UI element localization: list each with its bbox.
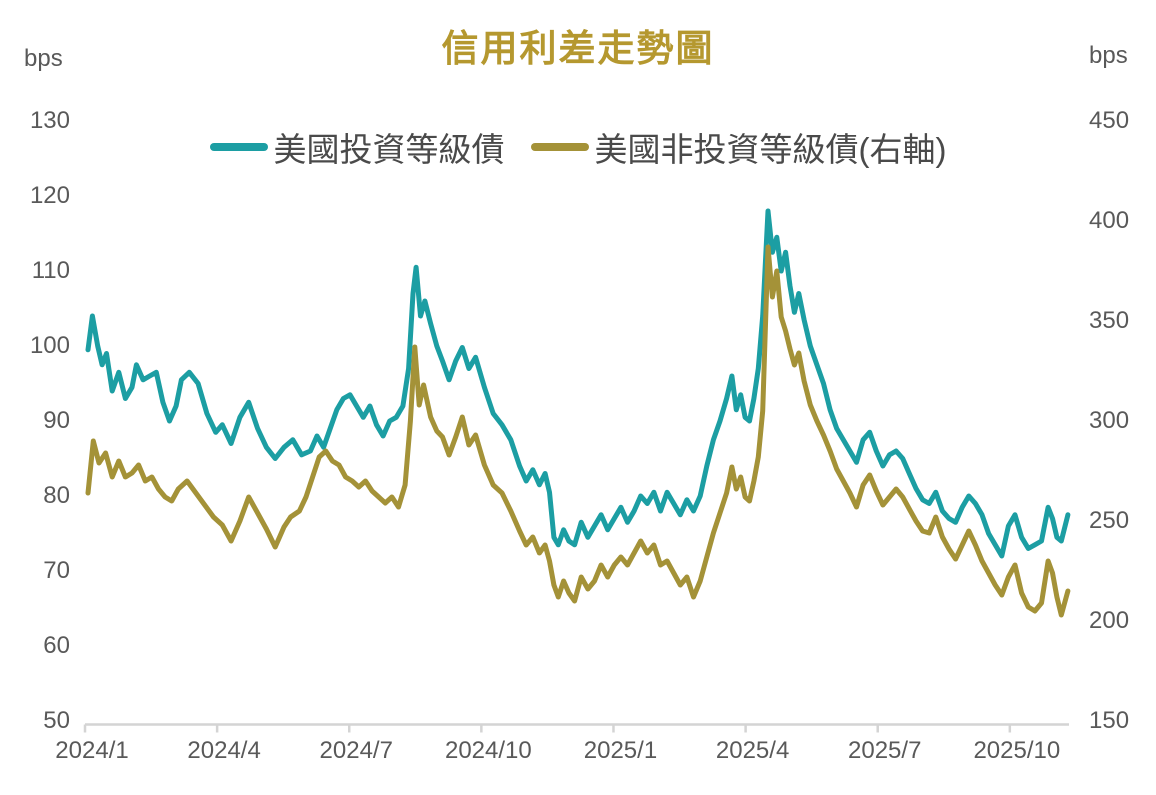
left-axis-tick-label: 110 [31, 257, 70, 284]
legend-item-high-yield: 美國非投資等級債(右軸) [530, 123, 947, 171]
x-axis-tick-label: 2025/4 [715, 737, 790, 764]
legend: 美國投資等級債 美國非投資等級債(右軸) [0, 124, 1156, 170]
series-line-high-yield [85, 244, 1071, 618]
series-line-investment-grade [85, 208, 1071, 559]
right-axis-tick-label: 400 [1089, 207, 1130, 234]
left-axis-tick-label: 70 [43, 557, 70, 584]
x-axis-tick-label: 2025/10 [973, 737, 1061, 764]
legend-label-high-yield: 美國非投資等級債(右軸) [594, 131, 947, 168]
x-axis-tick-label: 2024/7 [319, 737, 393, 764]
chart-title: 信用利差走勢圖 [441, 28, 715, 69]
x-axis-tick-label: 2024/10 [444, 737, 532, 764]
legend-swatch-investment-grade-icon [209, 143, 268, 151]
legend-item-investment-grade: 美國投資等級債 [209, 123, 505, 171]
x-axis-tick-label: 2024/4 [187, 737, 261, 764]
left-axis-tick-label: 130 [29, 107, 70, 134]
left-axis-tick-label: 80 [43, 482, 70, 509]
left-axis-tick-label: 120 [29, 182, 70, 209]
x-axis-tick-label: 2025/7 [848, 737, 922, 764]
left-axis-tick-label: 60 [43, 632, 70, 659]
left-axis-unit-label: bps [24, 45, 63, 72]
left-axis-tick-label: 90 [43, 407, 70, 434]
x-axis-tick-label: 2024/1 [55, 737, 129, 764]
left-axis-tick-label: 50 [43, 707, 70, 734]
right-axis-tick-label: 450 [1089, 107, 1130, 134]
x-axis-tick-label: 2025/1 [583, 737, 658, 764]
legend-label-investment-grade: 美國投資等級債 [273, 131, 505, 168]
right-axis-tick-label: 350 [1089, 307, 1130, 334]
right-axis-tick-label: 250 [1089, 507, 1130, 534]
right-axis-tick-label: 200 [1089, 607, 1130, 634]
legend-swatch-high-yield-icon [530, 143, 589, 151]
right-axis-tick-label: 150 [1089, 707, 1130, 734]
right-axis-unit-label: bps [1089, 42, 1128, 69]
left-axis-tick-label: 100 [29, 332, 70, 359]
right-axis-tick-label: 300 [1089, 407, 1130, 434]
